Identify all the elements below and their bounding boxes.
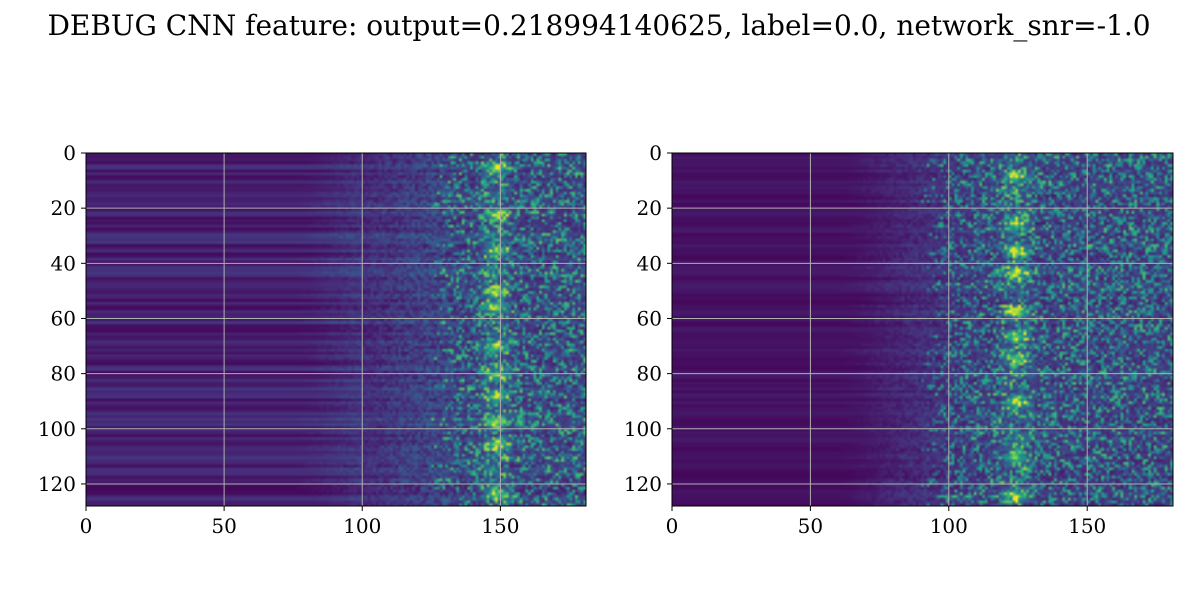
heatmap-image (672, 153, 1173, 506)
x-tick-label: 50 (211, 514, 236, 538)
x-tick-label: 150 (481, 514, 519, 538)
x-tick-label: 100 (930, 514, 968, 538)
y-tick-label: 120 (38, 472, 76, 496)
y-tick-label: 40 (51, 251, 76, 275)
y-tick-label: 40 (637, 251, 662, 275)
y-tick-label: 20 (637, 196, 662, 220)
x-tick-label: 0 (80, 514, 93, 538)
y-tick-label: 60 (51, 306, 76, 330)
figure-title: DEBUG CNN feature: output=0.218994140625… (47, 9, 1150, 42)
heatmap-left: 0 50 100 150 0 20 40 60 80 100 120 (38, 141, 587, 538)
x-tick-label: 150 (1068, 514, 1106, 538)
y-tick-label: 20 (51, 196, 76, 220)
heatmap-image (86, 153, 586, 506)
x-tick-label: 50 (798, 514, 823, 538)
y-tick-label: 120 (624, 472, 662, 496)
axes-frame (85, 152, 587, 507)
heatmap-right: 0 50 100 150 0 20 40 60 80 100 120 (624, 141, 1174, 538)
x-tick-label: 100 (343, 514, 381, 538)
y-tick-label: 60 (637, 306, 662, 330)
x-tick-label: 0 (666, 514, 679, 538)
y-tick-label: 0 (63, 141, 76, 165)
panel-left: 0 50 100 150 0 20 40 60 80 100 120 (38, 141, 587, 538)
y-tick-label: 80 (51, 362, 76, 386)
panel-right: 0 50 100 150 0 20 40 60 80 100 120 (624, 141, 1174, 538)
y-tick-label: 100 (624, 417, 662, 441)
grid (671, 152, 1173, 506)
y-tick-label: 80 (637, 362, 662, 386)
y-tick-label: 0 (649, 141, 662, 165)
y-tick-label: 100 (38, 417, 76, 441)
axes-frame (671, 152, 1174, 507)
